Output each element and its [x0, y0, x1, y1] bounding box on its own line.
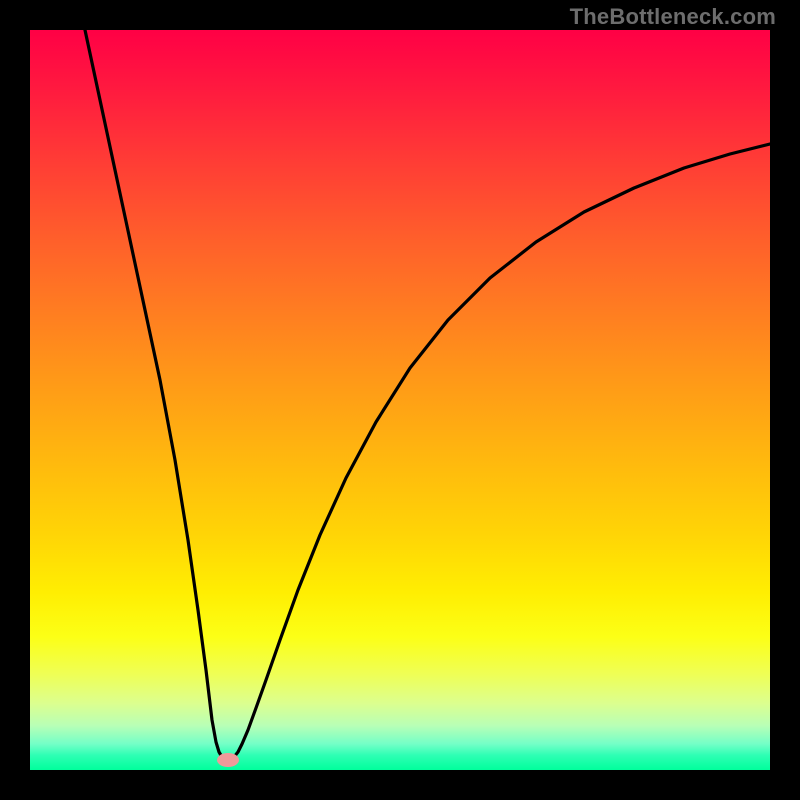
chart-frame: TheBottleneck.com — [0, 0, 800, 800]
watermark-text: TheBottleneck.com — [570, 4, 776, 30]
plot-area — [30, 30, 770, 770]
bottleneck-marker — [217, 753, 239, 767]
bottleneck-curve — [30, 30, 770, 770]
